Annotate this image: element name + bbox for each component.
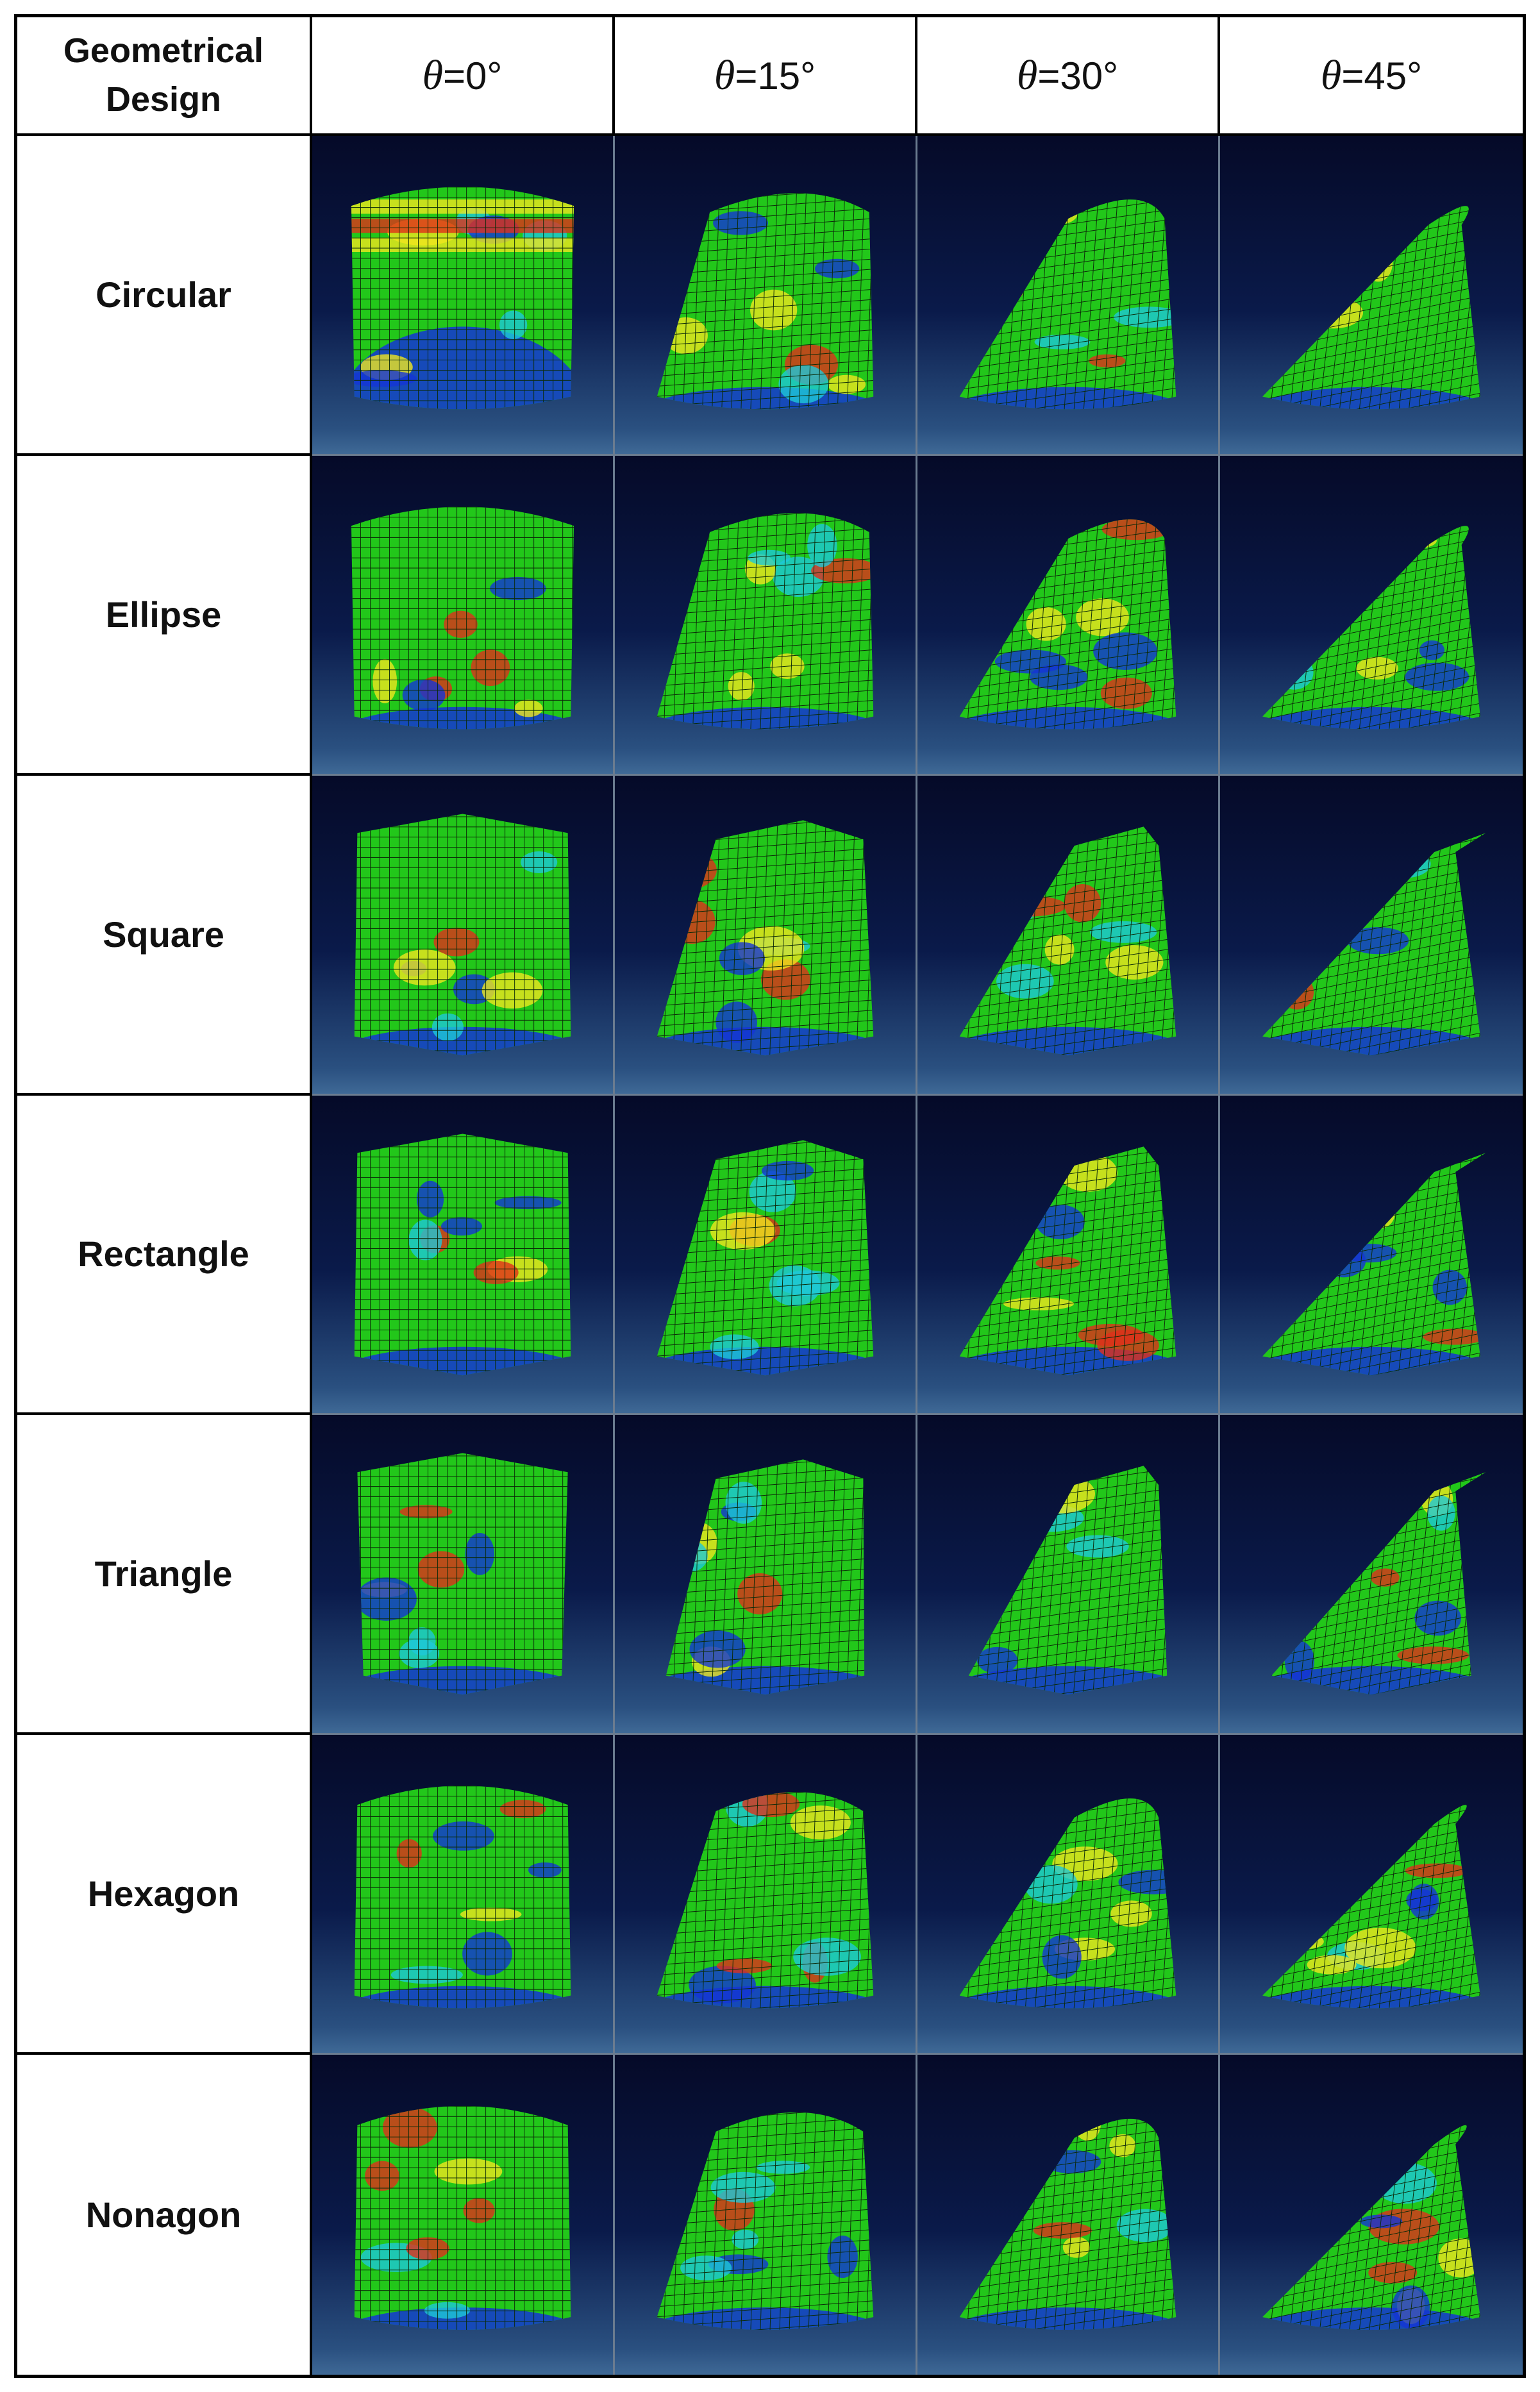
simulation-square-angle-1 [615,775,917,1096]
deformed-mesh-render [1271,1472,1486,1695]
results-table: Geometrical Design θ=0° θ=15° θ=30° θ=45… [14,14,1526,2378]
deformed-mesh-render [657,2112,874,2330]
row-label-cell-square: Square [17,775,312,1096]
theta-symbol: θ [422,51,443,99]
simulation-rectangle-angle-2 [917,1095,1220,1416]
simulation-hexagon-angle-2 [917,1735,1220,2055]
header-angle-0: θ=0° [312,17,615,136]
deformed-mesh-render [959,826,1176,1056]
deformed-mesh-render [657,820,874,1056]
angle-label: =15° [735,54,816,97]
theta-symbol: θ [1320,51,1342,99]
deformed-mesh-render [351,187,574,410]
simulation-hexagon-angle-3 [1220,1735,1523,2055]
simulation-ellipse-angle-0 [312,455,615,776]
simulation-rectangle-angle-3 [1220,1095,1523,1416]
simulation-hexagon-angle-1 [615,1735,917,2055]
header-angle-45: θ=45° [1220,17,1523,136]
simulation-triangle-angle-1 [615,1415,917,1735]
theta-symbol: θ [1016,51,1038,99]
deformed-mesh-render [657,1139,874,1375]
header-angle-30: θ=30° [917,17,1220,136]
row-label: Square [103,914,224,955]
deformed-mesh-render [665,1459,865,1695]
simulation-nonagon-angle-2 [917,2055,1220,2375]
deformed-mesh-render [657,193,874,410]
simulation-triangle-angle-3 [1220,1415,1523,1735]
row-label: Rectangle [78,1234,249,1275]
deformed-mesh-render [354,1133,571,1375]
simulation-circular-angle-1 [615,136,917,456]
deformed-mesh-render [1262,1805,1480,2009]
angle-label: =30° [1037,54,1119,97]
angle-label: =45° [1341,54,1423,97]
deformed-mesh-render [1262,2125,1480,2330]
deformed-mesh-render [657,1792,874,2009]
simulation-circular-angle-3 [1220,136,1523,456]
simulation-ellipse-angle-2 [917,455,1220,776]
simulation-circular-angle-0 [312,136,615,456]
simulation-square-angle-0 [312,775,615,1096]
simulation-square-angle-3 [1220,775,1523,1096]
simulation-ellipse-angle-3 [1220,455,1523,776]
angle-label: =0° [443,54,503,97]
row-label: Ellipse [105,594,222,635]
deformed-mesh-render [959,1146,1176,1375]
simulation-ellipse-angle-1 [615,455,917,776]
deformed-mesh-render [1262,1152,1486,1375]
deformed-mesh-render [1262,525,1480,730]
row-label-cell-rectangle: Rectangle [17,1095,312,1416]
deformed-mesh-render [354,1786,571,2009]
deformed-mesh-render [354,814,571,1056]
simulation-hexagon-angle-0 [312,1735,615,2055]
deformed-mesh-render [357,1453,568,1695]
row-label-cell-ellipse: Ellipse [17,455,312,776]
row-label-cell-circular: Circular [17,136,312,456]
row-label: Hexagon [87,1873,240,1914]
deformed-mesh-render [959,2118,1176,2330]
simulation-circular-angle-2 [917,136,1220,456]
deformed-mesh-render [959,199,1176,410]
deformed-mesh-render [1262,832,1486,1056]
row-label: Triangle [94,1553,233,1594]
simulation-rectangle-angle-1 [615,1095,917,1416]
row-label-cell-triangle: Triangle [17,1415,312,1735]
simulation-rectangle-angle-0 [312,1095,615,1416]
deformed-mesh-render [1262,206,1480,410]
row-label: Circular [96,274,231,315]
row-label: Nonagon [85,2195,242,2236]
header-geometrical-design: Geometrical Design [17,17,312,136]
deformed-mesh-render [351,506,574,730]
deformed-mesh-render [354,2105,571,2330]
simulation-triangle-angle-0 [312,1415,615,1735]
theta-symbol: θ [714,51,735,99]
simulation-square-angle-2 [917,775,1220,1096]
simulation-nonagon-angle-3 [1220,2055,1523,2375]
deformed-mesh-render [959,519,1176,730]
simulation-nonagon-angle-1 [615,2055,917,2375]
simulation-triangle-angle-2 [917,1415,1220,1735]
header-angle-15: θ=15° [615,17,917,136]
row-label-cell-nonagon: Nonagon [17,2055,312,2375]
header-first-col-label: Geometrical Design [63,31,264,119]
deformed-mesh-render [968,1466,1168,1695]
deformed-mesh-render [959,1798,1176,2009]
simulation-nonagon-angle-0 [312,2055,615,2375]
deformed-mesh-render [657,513,874,730]
row-label-cell-hexagon: Hexagon [17,1735,312,2055]
